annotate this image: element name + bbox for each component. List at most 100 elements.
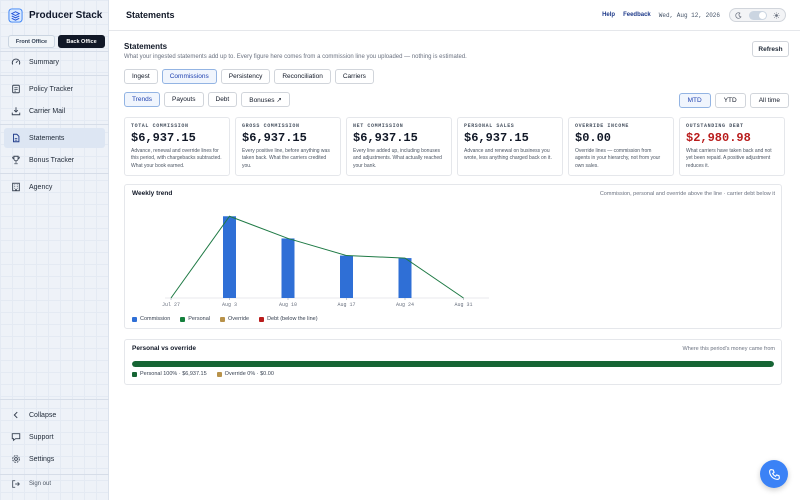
- chart-legend: Commission Personal Override Debt (below…: [132, 316, 318, 322]
- call-support-button[interactable]: [760, 460, 788, 488]
- section-subtitle: What your ingested statements add up to.…: [124, 54, 467, 60]
- range-all-time[interactable]: All time: [749, 93, 789, 108]
- legend-label: Personal 100% · $6,937.15: [140, 371, 207, 377]
- card-label: OUTSTANDING DEBT: [686, 123, 744, 129]
- legend-swatch: [180, 316, 186, 322]
- sub-tabs: Trends Payouts Debt Bonuses ↗: [124, 92, 290, 107]
- toggle-switch[interactable]: [748, 10, 767, 20]
- sidebar-item-agency[interactable]: Agency: [4, 177, 105, 197]
- card-value: $6,937.15: [131, 131, 196, 145]
- collapse-sidebar-button[interactable]: Collapse: [4, 405, 105, 425]
- sidebar-item-statements[interactable]: Statements: [4, 128, 105, 148]
- card-description: What carriers have taken back and not ye…: [686, 148, 772, 169]
- x-tick-label: Aug 24: [396, 302, 414, 308]
- sidebar-item-label: Agency: [29, 183, 53, 191]
- card-value: $6,937.15: [242, 131, 307, 145]
- range-mtd[interactable]: MTD: [678, 93, 711, 108]
- top-header: Statements Help Feedback Wed, Aug 12, 20…: [109, 0, 800, 31]
- legend-swatch: [132, 316, 137, 322]
- card-value: $0.00: [575, 131, 612, 145]
- weekly-trend-chart: Jul 27 Aug 3 Aug 10 Aug 17 Aug 24 Aug 31: [162, 215, 489, 308]
- subtab-debt[interactable]: Debt: [207, 92, 238, 107]
- sidebar-divider: [0, 75, 109, 76]
- inbox-download-icon: [11, 107, 21, 116]
- gross-commission-card: GROSS COMMISSION $6,937.15 Every positiv…: [235, 117, 341, 176]
- card-description: Advance, renewal and override lines for …: [131, 148, 222, 169]
- subtab-payouts[interactable]: Payouts: [164, 92, 204, 107]
- sidebar-item-policy-tracker[interactable]: Policy Tracker: [4, 79, 105, 99]
- x-tick-label: Aug 3: [222, 302, 237, 308]
- card-description: Override lines — commission from agents …: [575, 148, 661, 169]
- current-date: Wed, Aug 12, 2026: [658, 11, 720, 19]
- sidebar-divider: [0, 399, 109, 400]
- front-office-button[interactable]: Front Office: [8, 35, 55, 48]
- header-links: Help Feedback Wed, Aug 12, 2026: [602, 12, 720, 19]
- weekly-trend-panel: Weekly trend Commission, personal and ov…: [124, 184, 782, 329]
- theme-toggle[interactable]: [729, 8, 786, 22]
- sidebar-item-carrier-mail[interactable]: Carrier Mail: [4, 101, 105, 121]
- sidebar-item-label: Bonus Tracker: [29, 156, 75, 164]
- personal-override-bar: [132, 361, 774, 367]
- tab-reconciliation[interactable]: Reconciliation: [274, 69, 331, 84]
- policy-icon: [12, 84, 20, 94]
- x-tick-label: Jul 27: [162, 302, 180, 308]
- card-value: $6,937.15: [353, 131, 418, 145]
- tab-ingest[interactable]: Ingest: [124, 69, 158, 84]
- card-label: TOTAL COMMISSION: [131, 123, 189, 129]
- card-value: $6,937.15: [464, 131, 529, 145]
- personal-share-fill: [132, 361, 774, 367]
- refresh-button[interactable]: Refresh: [752, 41, 789, 57]
- sidebar-item-summary[interactable]: Summary: [4, 52, 105, 72]
- legend-swatch: [216, 371, 222, 377]
- tab-commissions[interactable]: Commissions: [161, 69, 217, 84]
- sign-out-icon: [12, 480, 20, 488]
- tab-carriers[interactable]: Carriers: [334, 69, 374, 84]
- legend-label: Personal: [188, 316, 210, 322]
- card-description: Advance and renewal on business you wrot…: [464, 148, 552, 162]
- sidebar-item-label: Collapse: [29, 411, 57, 419]
- back-office-button[interactable]: Back Office: [58, 35, 105, 48]
- personal-sales-card: PERSONAL SALES $6,937.15 Advance and ren…: [457, 117, 563, 176]
- sidebar-item-bonus-tracker[interactable]: Bonus Tracker: [4, 150, 105, 170]
- card-label: NET COMMISSION: [353, 123, 404, 129]
- sidebar-divider: [0, 474, 109, 475]
- feedback-link[interactable]: Feedback: [623, 12, 651, 18]
- card-label: GROSS COMMISSION: [242, 123, 300, 129]
- help-link[interactable]: Help: [602, 12, 616, 18]
- panel-title: Personal vs override: [132, 345, 196, 352]
- subtab-trends[interactable]: Trends: [124, 92, 160, 107]
- personal-line: [170, 215, 464, 299]
- sidebar: Producer Stack Front Office Back Office …: [0, 0, 109, 500]
- sidebar-divider: [0, 124, 109, 125]
- personal-vs-override-panel: Personal vs override Where this period's…: [124, 339, 782, 385]
- sidebar-divider: [0, 51, 109, 52]
- card-label: PERSONAL SALES: [464, 123, 515, 129]
- main-content: Statements What your ingested statements…: [109, 31, 800, 500]
- layers-logo-icon: [8, 8, 23, 23]
- sign-out-button[interactable]: Sign out: [4, 476, 105, 492]
- legend-label: Override: [227, 316, 250, 322]
- commission-bar: [281, 238, 295, 298]
- sidebar-item-label: Policy Tracker: [29, 85, 73, 93]
- sidebar-item-label: Carrier Mail: [29, 107, 66, 115]
- sidebar-item-label: Support: [29, 433, 54, 441]
- legend-swatch: [259, 316, 265, 322]
- panel-note: Commission, personal and override above …: [599, 191, 775, 197]
- sign-out-label: Sign out: [29, 481, 52, 487]
- subtab-bonuses[interactable]: Bonuses ↗: [241, 92, 290, 107]
- net-commission-card: NET COMMISSION $6,937.15 Every line adde…: [346, 117, 452, 176]
- commission-bar: [340, 255, 353, 298]
- brand[interactable]: Producer Stack: [8, 8, 102, 23]
- card-description: Every positive line, before anything was…: [242, 148, 330, 169]
- trophy-icon: [12, 155, 20, 165]
- tab-persistency[interactable]: Persistency: [220, 69, 271, 84]
- gauge-icon: [11, 58, 21, 65]
- panel-note: Where this period's money came from: [682, 346, 775, 352]
- legend-item-commission: Commission: [132, 316, 170, 322]
- sidebar-item-settings[interactable]: Settings: [4, 449, 105, 469]
- range-ytd[interactable]: YTD: [714, 93, 746, 108]
- legend-item-debt: Debt (below the line): [259, 316, 318, 322]
- chat-icon: [11, 433, 21, 442]
- sidebar-item-label: Summary: [29, 58, 59, 66]
- sidebar-item-support[interactable]: Support: [4, 427, 105, 447]
